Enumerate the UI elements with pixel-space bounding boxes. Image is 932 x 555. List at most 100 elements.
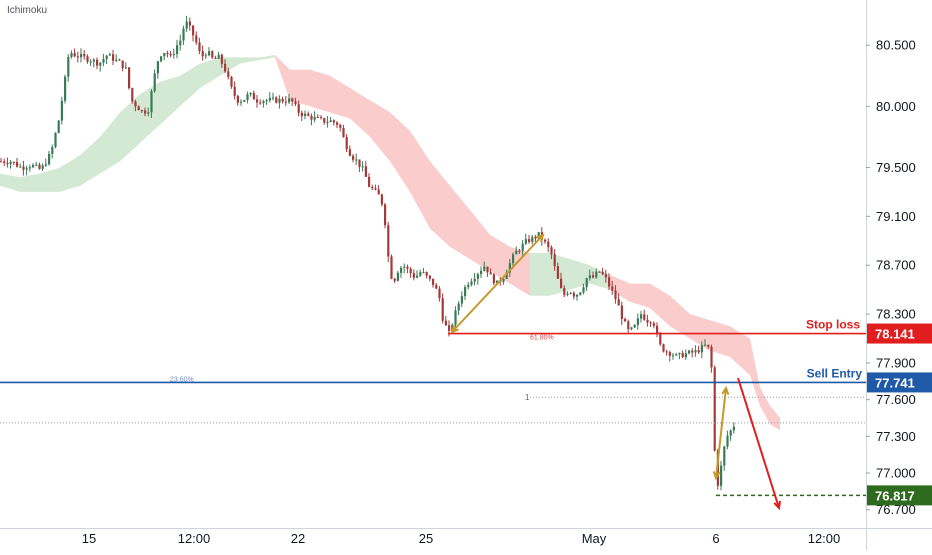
- candle-bearish: [252, 92, 255, 100]
- candle-bullish: [579, 292, 582, 295]
- candle-bearish: [624, 319, 627, 322]
- candle-bullish: [304, 113, 307, 117]
- candle-bearish: [233, 86, 236, 96]
- y-tick-label: 76.700: [876, 502, 916, 517]
- candle-bullish: [582, 287, 585, 293]
- candle-bullish: [44, 164, 47, 166]
- sell-entry-label: Sell Entry: [807, 366, 863, 380]
- x-tick-label: May: [582, 531, 607, 546]
- candle-bullish: [675, 354, 678, 356]
- candle-bearish: [432, 278, 435, 285]
- candle-bearish: [435, 284, 438, 289]
- candle-bullish: [585, 278, 588, 288]
- candle-bullish: [108, 54, 111, 56]
- candle-bearish: [611, 286, 614, 291]
- candle-bullish: [41, 165, 44, 169]
- y-tick-label: 77.900: [876, 356, 916, 371]
- candle-bullish: [288, 98, 291, 103]
- red-arrow-head: [773, 500, 781, 511]
- candle-bearish: [681, 353, 684, 358]
- candle-bullish: [512, 254, 515, 264]
- candle-bullish: [672, 355, 675, 357]
- candle-bullish: [729, 430, 732, 436]
- gold-arrow-pullback: [715, 387, 727, 479]
- gold-arrow-pullback-head-end: [721, 385, 730, 395]
- candle-bullish: [246, 94, 249, 101]
- candle-bearish: [643, 314, 646, 320]
- candle-bullish: [262, 101, 265, 104]
- candle-bearish: [563, 287, 566, 295]
- candle-bearish: [604, 274, 607, 278]
- candle-bearish: [323, 118, 326, 123]
- stop-loss-price-tag-bg: [867, 323, 932, 344]
- candle-bullish: [326, 121, 329, 123]
- candle-bullish: [240, 101, 243, 103]
- candle-bearish: [169, 54, 172, 56]
- candle-bullish: [396, 272, 399, 281]
- candle-bearish: [425, 272, 428, 276]
- candle-bearish: [294, 101, 297, 105]
- candle-bullish: [636, 318, 639, 325]
- stop-loss-label: Stop loss: [806, 318, 860, 332]
- candle-bearish: [6, 162, 9, 164]
- candle-bearish: [713, 367, 716, 451]
- candle-bearish: [384, 204, 387, 226]
- candle-bearish: [608, 277, 611, 287]
- cloud-bearish-segment: [275, 55, 530, 296]
- candle-bullish: [464, 287, 467, 297]
- candle-bearish: [339, 124, 342, 128]
- candle-bearish: [489, 272, 492, 275]
- candle-bearish: [230, 76, 233, 87]
- candle-bearish: [214, 57, 217, 59]
- candle-bullish: [28, 167, 31, 169]
- candle-bullish: [403, 266, 406, 268]
- x-tick-label: 12:00: [178, 531, 211, 546]
- target-price-tag-text: 76.817: [875, 488, 915, 503]
- candle-bearish: [134, 101, 137, 107]
- candle-bearish: [364, 166, 367, 177]
- candle-bearish: [86, 56, 89, 62]
- candle-bullish: [105, 55, 108, 60]
- cloud-bullish-segment: [530, 253, 610, 296]
- candle-bearish: [697, 350, 700, 353]
- candle-bearish: [38, 164, 41, 169]
- ichimoku-cloud: [0, 55, 780, 431]
- candle-bullish: [176, 45, 179, 55]
- candle-bullish: [179, 40, 182, 46]
- candle-bearish: [617, 299, 620, 306]
- candle-bearish: [406, 266, 409, 269]
- candle-bearish: [550, 247, 553, 255]
- candle-bearish: [528, 239, 531, 242]
- candle-bearish: [380, 194, 383, 205]
- indicator-label: Ichimoku: [7, 5, 48, 16]
- candle-bullish: [48, 153, 51, 165]
- candle-bullish: [208, 51, 211, 56]
- candle-bearish: [627, 321, 630, 330]
- candle-bearish: [220, 54, 223, 64]
- candle-bearish: [448, 325, 451, 331]
- candle-bearish: [3, 161, 6, 163]
- candle-bearish: [0, 161, 3, 163]
- candle-bearish: [352, 155, 355, 160]
- candle-bearish: [444, 320, 447, 326]
- candle-bearish: [553, 254, 556, 267]
- candle-bearish: [300, 112, 303, 117]
- candle-bullish: [473, 278, 476, 282]
- cloud-bullish-segment: [0, 55, 275, 192]
- candle-bullish: [576, 294, 579, 297]
- candle-bearish: [646, 319, 649, 323]
- candle-bearish: [710, 346, 713, 368]
- candle-bullish: [268, 97, 271, 101]
- y-tick-label: 77.600: [876, 392, 916, 407]
- candle-bearish: [368, 176, 371, 187]
- candle-bullish: [124, 67, 127, 69]
- candle-bullish: [67, 56, 70, 77]
- candle-bullish: [272, 97, 275, 99]
- candle-bearish: [438, 288, 441, 299]
- candle-bullish: [57, 120, 60, 134]
- candle-bullish: [92, 59, 95, 62]
- candle-bearish: [332, 120, 335, 123]
- candle-bullish: [726, 435, 729, 447]
